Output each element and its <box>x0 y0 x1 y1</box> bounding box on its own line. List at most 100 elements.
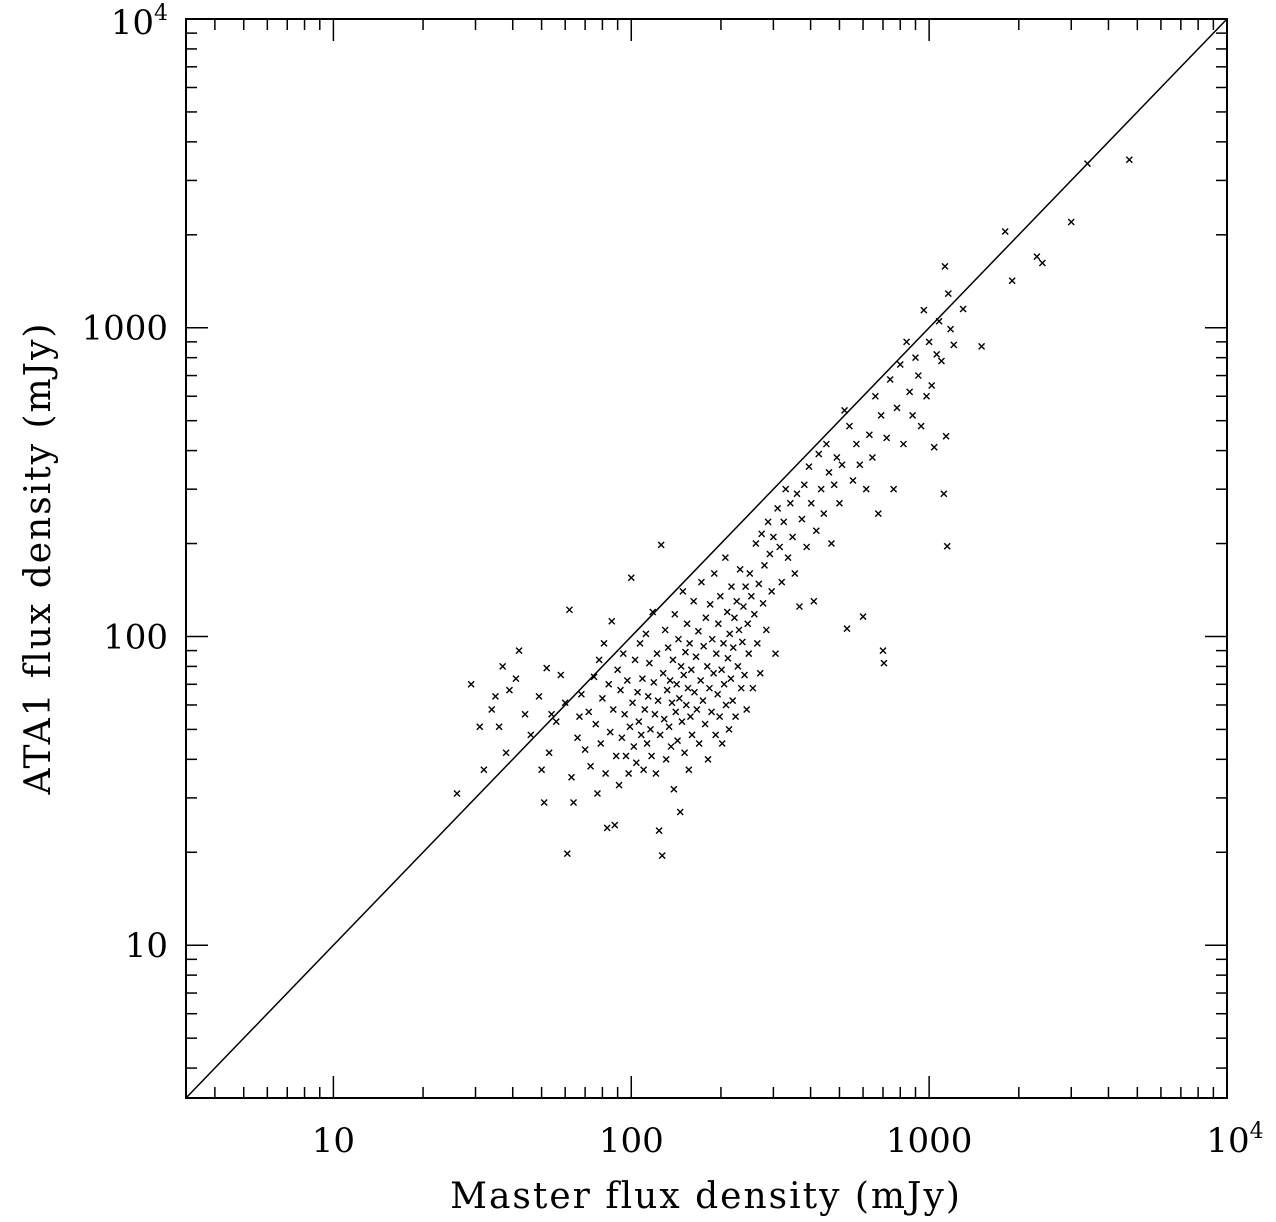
data-points <box>453 156 1133 860</box>
data-point <box>925 338 933 346</box>
data-point <box>593 790 601 798</box>
data-point <box>568 773 575 781</box>
x-axis-label: Master flux density (mJy) <box>450 1176 962 1217</box>
data-point <box>575 713 583 721</box>
data-point <box>491 692 499 700</box>
data-point <box>940 490 948 498</box>
data-point <box>784 554 792 562</box>
data-point <box>622 752 630 760</box>
data-point <box>941 262 949 270</box>
data-point <box>488 706 496 714</box>
data-point <box>585 708 593 716</box>
data-point <box>665 723 673 731</box>
data-point <box>652 769 660 777</box>
y-tick-label: 100 <box>103 617 168 657</box>
data-point <box>1008 277 1016 285</box>
data-point <box>741 671 749 679</box>
y-tick-label: 104 <box>111 1 168 43</box>
data-point <box>732 713 740 721</box>
data-point <box>726 630 734 638</box>
data-point <box>722 701 730 709</box>
data-point <box>768 587 776 595</box>
data-point <box>807 499 815 507</box>
data-point <box>759 599 767 607</box>
data-point <box>930 443 938 451</box>
x-tick-label: 104 <box>1206 1119 1263 1161</box>
data-point <box>565 606 573 614</box>
data-point <box>641 706 649 714</box>
data-point <box>923 392 931 400</box>
data-point <box>735 626 743 634</box>
data-point <box>909 411 917 419</box>
data-point <box>684 684 692 692</box>
data-point <box>718 740 726 748</box>
data-point <box>928 382 936 389</box>
data-point <box>664 644 672 652</box>
data-point <box>597 740 605 748</box>
data-point <box>671 610 679 618</box>
data-point <box>1033 253 1041 261</box>
data-point <box>608 617 616 625</box>
data-point <box>467 680 475 688</box>
data-point <box>734 662 742 670</box>
data-point <box>791 569 799 577</box>
x-tick-label: 10 <box>312 1121 355 1161</box>
data-point <box>634 688 642 696</box>
data-point <box>937 357 945 365</box>
data-point <box>611 821 619 829</box>
data-point <box>780 518 788 526</box>
data-point <box>663 686 671 694</box>
data-point <box>1125 156 1133 164</box>
data-point <box>914 372 922 380</box>
data-point <box>733 597 741 605</box>
data-point <box>727 675 735 683</box>
data-point <box>616 686 624 694</box>
data-point <box>752 540 760 548</box>
data-point <box>769 533 777 541</box>
x-tick-label: 1000 <box>886 1121 973 1161</box>
data-point <box>706 600 714 608</box>
data-point <box>600 639 608 647</box>
data-point <box>764 518 772 526</box>
data-point <box>626 723 634 731</box>
data-point <box>476 723 484 731</box>
data-point <box>708 708 716 716</box>
data-point <box>623 677 631 685</box>
data-point <box>674 737 682 745</box>
data-point <box>838 461 846 469</box>
data-point <box>495 723 503 731</box>
data-point <box>793 490 801 498</box>
data-point <box>650 678 658 686</box>
data-point <box>762 626 770 634</box>
data-point <box>631 656 639 664</box>
data-point <box>548 710 556 718</box>
data-point <box>933 350 941 358</box>
minor-ticks <box>186 19 1227 1098</box>
data-point <box>944 290 952 298</box>
data-point <box>699 697 707 705</box>
data-point <box>619 650 627 658</box>
data-point <box>760 561 768 569</box>
data-point <box>657 541 665 549</box>
data-point <box>676 808 684 816</box>
data-point <box>778 578 786 586</box>
data-point <box>710 669 718 677</box>
data-point <box>756 669 764 677</box>
data-point <box>557 671 565 679</box>
data-point <box>675 694 683 702</box>
data-point <box>744 620 752 628</box>
data-point <box>679 587 687 595</box>
data-point <box>453 790 461 798</box>
data-point <box>798 515 806 523</box>
data-point <box>725 725 733 733</box>
data-point <box>587 762 595 770</box>
data-point <box>880 659 888 667</box>
data-point <box>499 662 507 670</box>
data-point <box>708 635 716 643</box>
data-point <box>703 662 711 670</box>
data-point <box>636 639 644 647</box>
plot-frame <box>185 18 1228 1099</box>
data-point <box>899 440 907 448</box>
data-point <box>651 710 659 718</box>
data-point <box>841 406 849 414</box>
